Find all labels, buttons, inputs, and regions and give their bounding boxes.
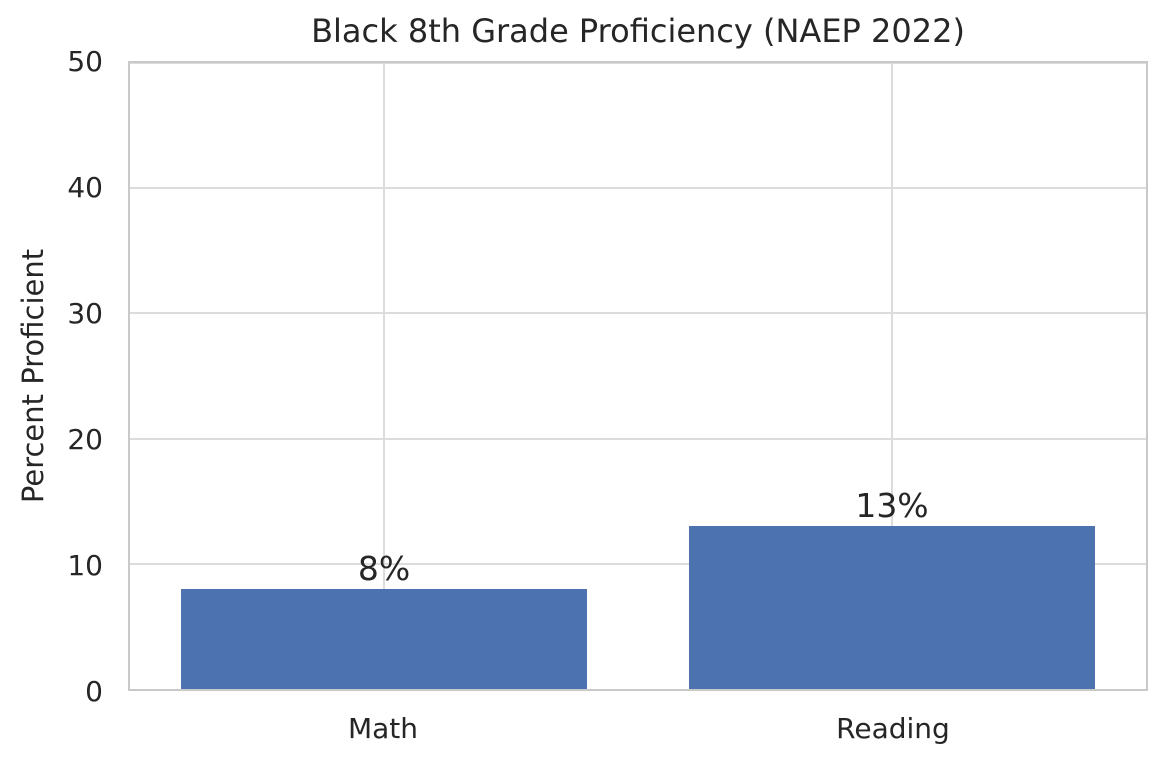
gridline-horizontal-10	[130, 562, 1146, 565]
gridline-horizontal-20	[130, 437, 1146, 440]
y-tick-label-30: 30	[67, 296, 103, 330]
y-tick-label-0: 0	[85, 674, 103, 708]
gridline-horizontal-30	[130, 312, 1146, 315]
plot-area: 8% 13%	[128, 61, 1148, 691]
gridline-horizontal-40	[130, 187, 1146, 190]
bar-reading	[688, 526, 1096, 689]
bar-math	[180, 588, 588, 689]
y-tick-label-10: 10	[67, 548, 103, 582]
y-axis-label: Percent Proficient	[16, 248, 50, 504]
y-tick-label-50: 50	[67, 44, 103, 78]
y-tick-label-40: 40	[67, 170, 103, 204]
bar-value-label-reading: 13%	[855, 486, 929, 526]
x-tick-label-reading: Reading	[836, 712, 950, 745]
gridline-horizontal-50	[130, 63, 1146, 64]
gridline-vertical-reading	[891, 63, 893, 689]
chart-title: Black 8th Grade Proficiency (NAEP 2022)	[311, 12, 965, 50]
x-tick-label-math: Math	[347, 712, 419, 745]
y-tick-label-20: 20	[67, 422, 103, 456]
gridline-vertical-math	[383, 63, 385, 689]
bar-value-label-math: 8%	[357, 548, 411, 588]
